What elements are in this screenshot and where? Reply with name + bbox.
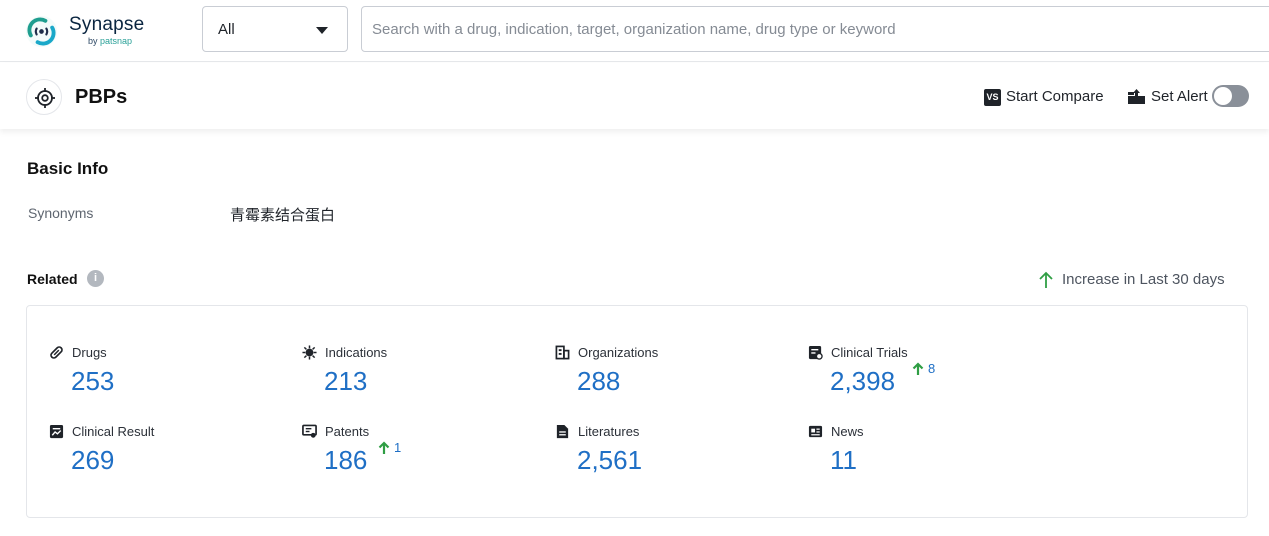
search-scope-select[interactable]: All	[202, 6, 348, 52]
stat-value: 2,398	[830, 366, 896, 396]
stat-drugs[interactable]: Drugs 253	[49, 345, 289, 413]
target-badge	[26, 79, 62, 115]
stat-clinical-trials[interactable]: Clinical Trials 2,398 8	[808, 345, 1048, 413]
virus-icon	[302, 345, 317, 360]
synonyms-value: 青霉素结合蛋白	[230, 207, 336, 224]
stat-patents[interactable]: Patents 186 1	[302, 424, 542, 492]
stat-value: 2,561	[577, 445, 643, 475]
patent-icon	[302, 424, 317, 438]
stat-label: Drugs	[72, 345, 107, 360]
page-title: PBPs	[75, 86, 128, 108]
stat-value: 11	[830, 445, 857, 475]
arrow-up-icon	[378, 441, 390, 454]
stat-label: News	[831, 424, 864, 439]
caret-down-icon	[316, 27, 328, 34]
start-compare-label: Start Compare	[1006, 88, 1104, 105]
stat-label: Organizations	[578, 345, 659, 360]
document-icon	[556, 424, 569, 439]
search-scope-value: All	[218, 21, 235, 38]
stat-indications[interactable]: Indications 213	[302, 345, 542, 413]
stat-label: Indications	[325, 345, 388, 360]
increase-legend-label: Increase in Last 30 days	[1062, 271, 1225, 288]
toggle-knob	[1214, 87, 1232, 105]
related-stats-card: Drugs 253 Indications 213 Organizations …	[26, 305, 1248, 518]
stat-value: 186	[324, 445, 368, 475]
search-input[interactable]	[361, 6, 1269, 52]
basic-info-heading: Basic Info	[27, 159, 109, 178]
clinical-result-icon	[49, 424, 64, 439]
arrow-up-icon	[1039, 271, 1053, 288]
stat-news[interactable]: News 11	[808, 424, 1048, 492]
synapse-logo[interactable]: Synapse by patsnap	[24, 12, 164, 50]
stat-value: 269	[71, 445, 115, 475]
arrow-up-icon	[912, 362, 924, 375]
stat-label: Literatures	[578, 424, 640, 439]
clinical-trials-icon	[808, 345, 823, 360]
logo-title: Synapse	[69, 14, 145, 35]
stat-label: Clinical Result	[72, 424, 155, 439]
top-navigation-bar: Synapse by patsnap All	[0, 0, 1269, 62]
logo-subtitle: by patsnap	[88, 36, 132, 46]
synonyms-label: Synonyms	[28, 205, 94, 221]
synapse-logo-icon	[25, 15, 58, 48]
logo-sub-brand: patsnap	[100, 36, 133, 46]
logo-sub-prefix: by	[88, 36, 98, 46]
stat-label: Clinical Trials	[831, 345, 908, 360]
stat-label: Patents	[325, 424, 370, 439]
alert-icon	[1128, 89, 1145, 104]
stat-clinical-result[interactable]: Clinical Result 269	[49, 424, 289, 492]
stat-increase-value: 1	[394, 440, 402, 455]
stat-value: 253	[71, 366, 115, 396]
info-icon[interactable]: i	[87, 270, 104, 287]
pill-icon	[50, 346, 63, 359]
building-icon	[555, 345, 570, 360]
target-icon	[35, 88, 55, 108]
set-alert-label: Set Alert	[1151, 88, 1208, 105]
stat-increase-value: 8	[928, 361, 936, 376]
increase-legend: Increase in Last 30 days	[1038, 270, 1248, 290]
related-heading: Related	[27, 271, 78, 287]
news-icon	[808, 425, 823, 438]
stat-value: 213	[324, 366, 368, 396]
set-alert-toggle[interactable]	[1212, 85, 1249, 107]
stat-value: 288	[577, 366, 621, 396]
stat-literatures[interactable]: Literatures 2,561	[555, 424, 795, 492]
compare-icon: VS	[984, 89, 1001, 106]
target-header: PBPs VS Start Compare Set Alert	[0, 63, 1269, 129]
stat-organizations[interactable]: Organizations 288	[555, 345, 795, 413]
